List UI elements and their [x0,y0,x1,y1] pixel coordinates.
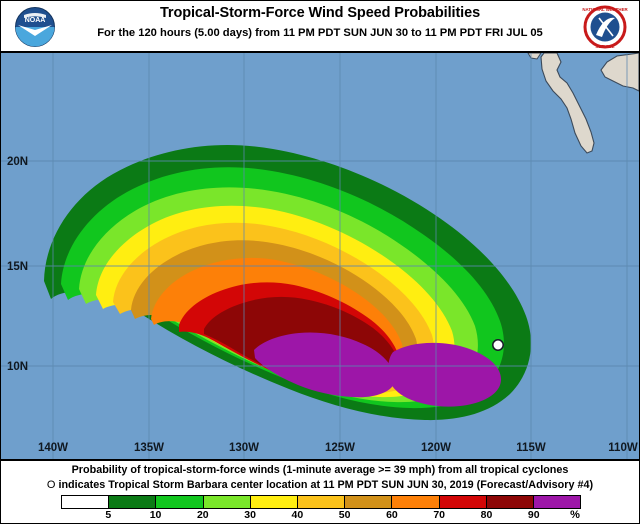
lat-label-10n: 10N [7,361,28,373]
colorbar-swatch-90-100% [532,496,581,508]
lon-label-115w: 115W [516,442,546,454]
contour-core-90-east [388,342,502,407]
page-header: NOAA Tropical-Storm-Force Wind Speed Pro… [0,0,640,52]
lon-label-120w: 120W [421,442,451,454]
graticule [1,53,639,459]
colorbar-swatch-5-10% [108,496,156,508]
colorbar-swatch-60-70% [391,496,439,508]
colorbar-tick-60: 60 [386,509,398,521]
page-subtitle: For the 120 hours (5.00 days) from 11 PM… [97,27,543,39]
lon-label-110w: 110W [608,442,638,454]
page-title: Tropical-Storm-Force Wind Speed Probabil… [159,5,481,21]
probability-colorbar[interactable] [61,495,581,509]
colorbar-tick-10: 10 [149,509,162,521]
mainland-mexico-coast [600,53,639,92]
colorbar-tick-30: 30 [244,509,256,521]
colorbar-swatch-70-80% [438,496,486,508]
lon-label-130w: 130W [229,442,259,454]
map-panel[interactable]: 20N 15N 10N 140W 135W 130W 125W 120W 115… [0,52,640,460]
svg-text:NATIONAL WEATHER: NATIONAL WEATHER [582,7,628,12]
page-footer: Probability of tropical-storm-force wind… [0,460,640,524]
colorbar-swatch-0-5% [62,496,109,508]
svg-text:SERVICE: SERVICE [595,44,614,49]
lat-label-20n: 20N [7,156,28,168]
colorbar-tick-80: 80 [480,509,493,521]
colorbar-swatch-40-50% [296,496,345,508]
storm-center-circle[interactable] [492,339,504,351]
probability-contour-map[interactable]: 20N 15N 10N 140W 135W 130W 125W 120W 115… [1,53,639,459]
colorbar-tick-70: 70 [433,509,446,521]
footer-caption-line2-text: indicates Tropical Storm Barbara center … [58,478,594,491]
colorbar-swatch-10-20% [155,496,203,508]
colorbar-swatch-30-40% [249,496,297,508]
colorbar-area: 5 10 20 30 40 50 60 70 80 90% [1,495,639,523]
colorbar-tick-20: 20 [196,509,209,521]
colorbar-tick-5: 5 [105,509,112,521]
lon-label-125w: 125W [325,442,355,454]
colorbar-swatch-50-60% [344,496,392,508]
svg-text:NOAA: NOAA [25,17,46,24]
lon-label-135w: 135W [134,442,164,454]
colorbar-tick-40: 40 [291,509,304,521]
center-marker-glyph: O [46,478,56,491]
colorbar-swatch-20-30% [202,496,250,508]
colorbar-tick-50: 50 [338,509,351,521]
contour-band-90 [254,332,396,398]
header-titles: Tropical-Storm-Force Wind Speed Probabil… [71,4,569,41]
footer-caption-line2: O indicates Tropical Storm Barbara cente… [1,479,639,493]
baja-california-peninsula [540,53,595,154]
colorbar-tick-90: 90 [527,509,540,521]
lon-label-140w: 140W [38,442,68,454]
lat-label-15n: 15N [7,261,28,273]
footer-caption-line1: Probability of tropical-storm-force wind… [71,464,569,476]
colorbar-tick-labels: 5 10 20 30 40 50 60 70 80 90% [61,509,581,523]
noaa-logo: NOAA [15,7,55,47]
colorbar-swatch-80-90% [485,496,533,508]
colorbar-percent-symbol: % [570,509,580,521]
nws-logo: NATIONAL WEATHER SERVICE [582,5,629,49]
